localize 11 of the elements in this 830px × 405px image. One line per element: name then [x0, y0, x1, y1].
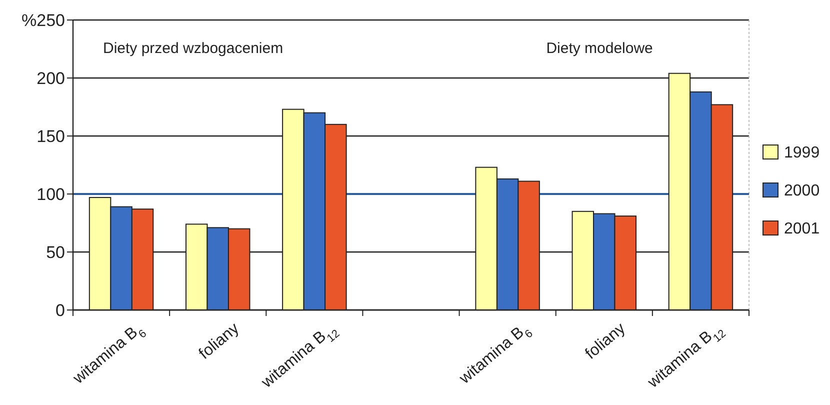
y-tick-label: 200: [36, 68, 65, 88]
y-tick-label: 100: [36, 184, 65, 204]
y-tick-label: 50: [46, 242, 65, 262]
y-tick-label: 150: [36, 126, 65, 146]
annotation: Diety modelowe: [546, 40, 653, 57]
legend-label: 1999: [784, 144, 820, 162]
annotation: Diety przed wzbogaceniem: [103, 40, 284, 57]
y-tick-label: %250: [22, 10, 65, 30]
y-tick-label: 0: [56, 300, 65, 320]
legend-label: 2000: [784, 182, 820, 200]
legend-label: 2001: [784, 220, 820, 238]
